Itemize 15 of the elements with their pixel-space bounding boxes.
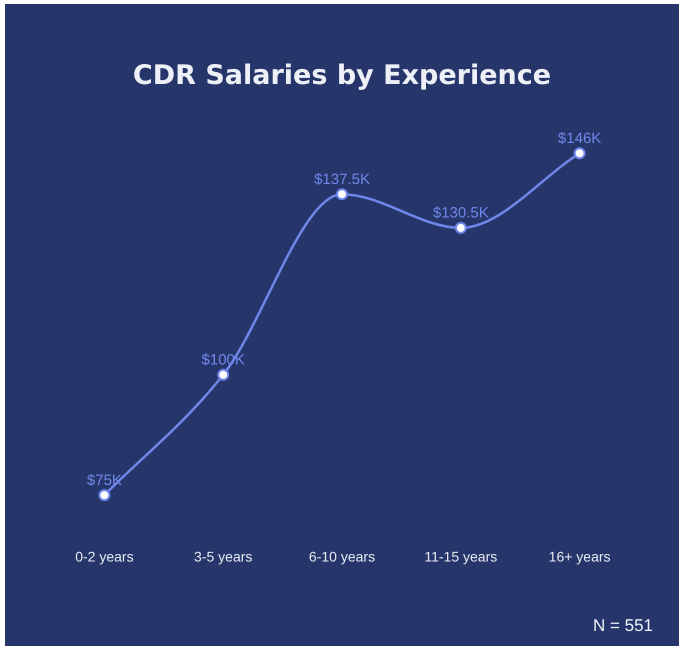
point [454, 222, 467, 234]
x-tick-label: 0-2 years [75, 548, 134, 564]
point [217, 368, 230, 381]
data-label: $130.5K [432, 204, 489, 222]
x-tick-label: 6-10 years [308, 548, 376, 564]
x-tick-label: 16+ years [548, 548, 611, 564]
chart-title: CDR Salaries by Experience [132, 60, 552, 91]
point [98, 489, 110, 502]
point [574, 147, 586, 160]
point [336, 188, 348, 200]
data-label: $137.5K [314, 170, 370, 188]
x-tick-label: 11-15 years [424, 548, 498, 564]
x-tick-label: 3-5 years [194, 548, 252, 564]
data-label: $146K [558, 130, 602, 147]
text: N = 551 [592, 616, 653, 636]
